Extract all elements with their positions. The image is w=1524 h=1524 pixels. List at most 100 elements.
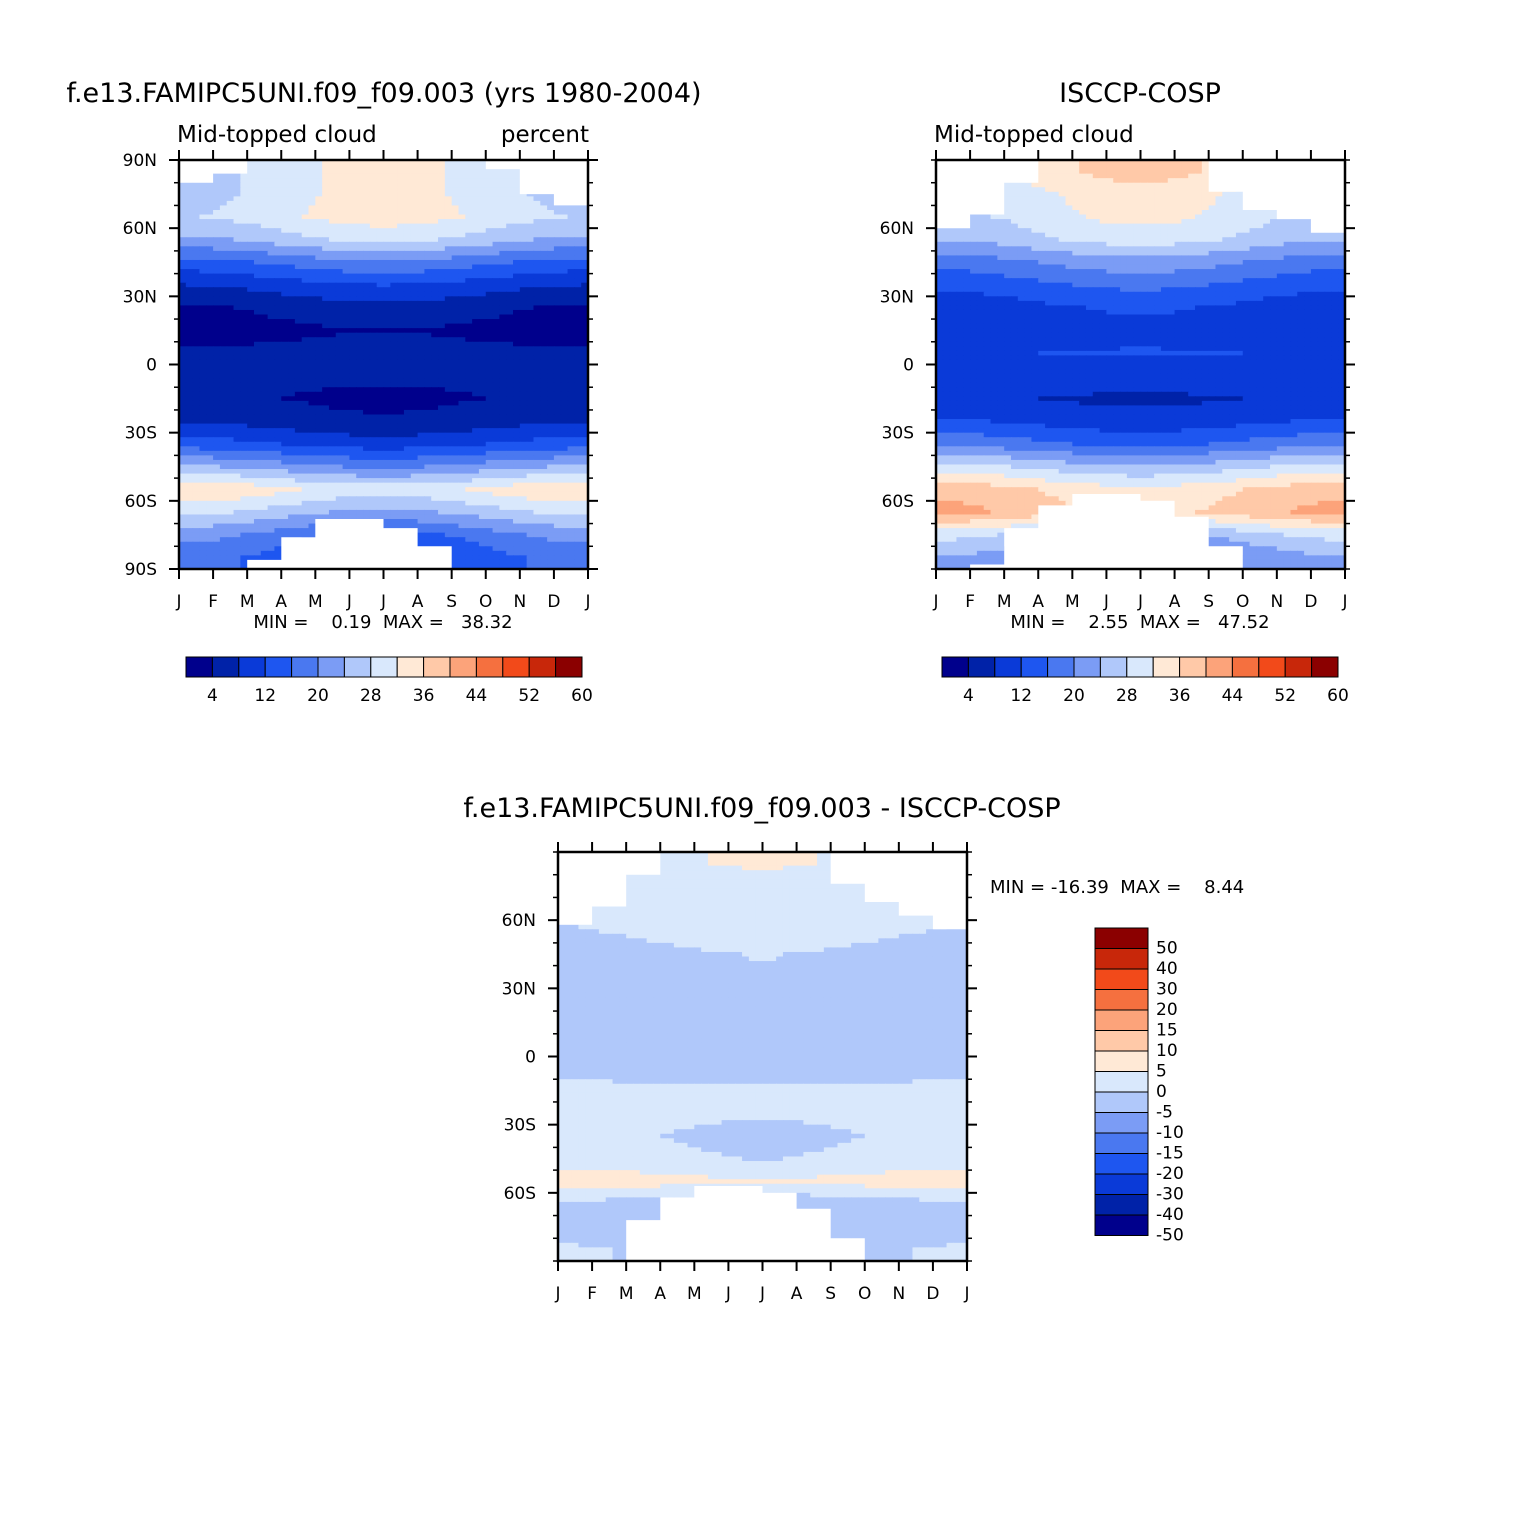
field-cell — [417, 491, 425, 497]
field-cell — [499, 328, 507, 334]
field-cell — [485, 191, 494, 197]
field-cell — [513, 409, 521, 416]
field-cell — [253, 455, 262, 461]
field-cell — [553, 214, 562, 220]
field-cell — [335, 405, 344, 411]
field-cell — [403, 469, 412, 475]
field-cell — [533, 246, 541, 252]
field-cell — [260, 523, 269, 529]
field-cell — [199, 187, 207, 193]
field-cell — [553, 396, 562, 402]
field-cell — [267, 473, 276, 479]
field-cell — [179, 269, 187, 275]
field-cell — [438, 464, 446, 470]
field-cell — [485, 387, 494, 393]
field-cell — [240, 446, 248, 452]
field-cell — [403, 473, 412, 479]
field-cell — [533, 273, 541, 279]
field-cell — [465, 160, 473, 166]
field-cell — [465, 169, 473, 175]
field-cell — [335, 300, 344, 307]
field-cell — [567, 414, 575, 420]
field-cell — [581, 509, 588, 516]
field-cell — [253, 241, 262, 247]
field-cell — [288, 259, 296, 266]
field-cell — [213, 337, 221, 343]
field-cell — [247, 469, 255, 475]
field-cell — [403, 487, 412, 493]
field-cell — [397, 441, 405, 447]
field-cell — [342, 500, 351, 506]
field-cell — [499, 191, 507, 197]
field-cell — [458, 505, 466, 511]
field-cell — [179, 500, 187, 506]
field-cell — [499, 282, 507, 288]
field-cell — [540, 305, 548, 311]
field-cell — [526, 250, 535, 257]
field-cell — [403, 282, 412, 288]
field-cell — [376, 391, 385, 397]
field-cell — [547, 528, 555, 534]
field-cell — [328, 319, 337, 325]
field-cell — [192, 228, 201, 234]
field-cell — [376, 514, 385, 520]
field-cell — [274, 291, 282, 297]
field-cell — [417, 219, 425, 225]
field-cell — [213, 373, 221, 379]
field-cell — [547, 419, 555, 425]
field-cell — [356, 191, 364, 197]
field-cell — [410, 514, 419, 520]
field-cell — [472, 364, 480, 370]
field-cell — [458, 178, 466, 184]
field-cell — [301, 487, 310, 493]
field-cell — [465, 455, 473, 461]
field-cell — [363, 446, 371, 452]
field-cell — [485, 205, 494, 211]
field-cell — [301, 419, 310, 425]
field-cell — [519, 509, 528, 516]
field-cell — [506, 350, 514, 357]
field-cell — [356, 196, 364, 202]
field-cell — [472, 482, 480, 488]
field-cell — [547, 464, 555, 470]
field-cell — [301, 287, 310, 293]
field-cell — [342, 232, 351, 238]
field-cell — [438, 414, 446, 420]
field-cell — [383, 246, 391, 252]
field-cell — [185, 509, 194, 516]
field-cell — [403, 369, 412, 375]
field-cell — [288, 241, 296, 247]
field-cell — [560, 241, 569, 247]
field-cell — [342, 332, 351, 338]
field-cell — [451, 519, 460, 525]
field-cell — [458, 223, 466, 229]
field-cell — [185, 273, 194, 279]
field-cell — [390, 273, 398, 279]
field-cell — [185, 482, 194, 488]
field-cell — [438, 264, 446, 270]
field-cell — [560, 419, 569, 425]
field-cell — [192, 219, 201, 225]
field-cell — [206, 405, 214, 411]
field-cell — [294, 300, 303, 307]
field-cell — [499, 237, 507, 243]
field-cell — [540, 346, 548, 352]
field-cell — [547, 278, 555, 284]
field-cell — [185, 341, 194, 347]
field-cell — [260, 237, 269, 243]
field-cell — [581, 250, 588, 257]
field-cell — [403, 423, 412, 429]
field-cell — [376, 373, 385, 379]
field-cell — [185, 387, 194, 393]
field-cell — [438, 446, 446, 452]
field-cell — [260, 459, 269, 466]
field-cell — [506, 505, 514, 511]
field-cell — [301, 255, 310, 261]
field-cell — [403, 441, 412, 447]
field-cell — [478, 400, 487, 406]
field-cell — [308, 337, 316, 343]
field-cell — [533, 528, 541, 534]
field-cell — [553, 428, 562, 434]
field-cell — [233, 237, 241, 243]
field-cell — [444, 387, 453, 393]
